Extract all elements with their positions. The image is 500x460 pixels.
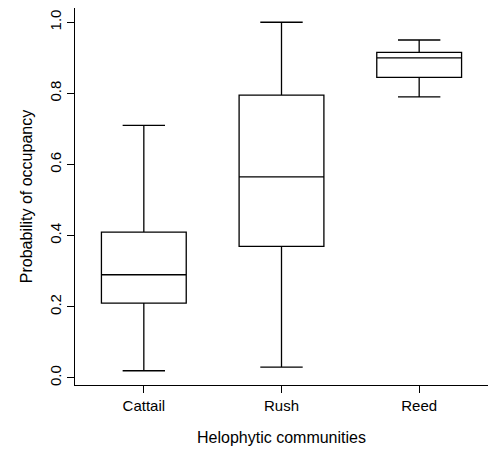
svg-text:0.8: 0.8	[47, 81, 64, 102]
svg-text:0.4: 0.4	[47, 223, 64, 244]
svg-text:Reed: Reed	[401, 397, 437, 414]
svg-text:Probability of occupancy: Probability of occupancy	[18, 110, 35, 283]
svg-text:Helophytic communities: Helophytic communities	[197, 429, 366, 446]
svg-text:Rush: Rush	[264, 397, 299, 414]
svg-text:0.6: 0.6	[47, 152, 64, 173]
svg-text:0.2: 0.2	[47, 294, 64, 315]
svg-text:0.0: 0.0	[47, 365, 64, 386]
svg-text:Cattail: Cattail	[123, 397, 166, 414]
svg-text:1.0: 1.0	[47, 10, 64, 31]
